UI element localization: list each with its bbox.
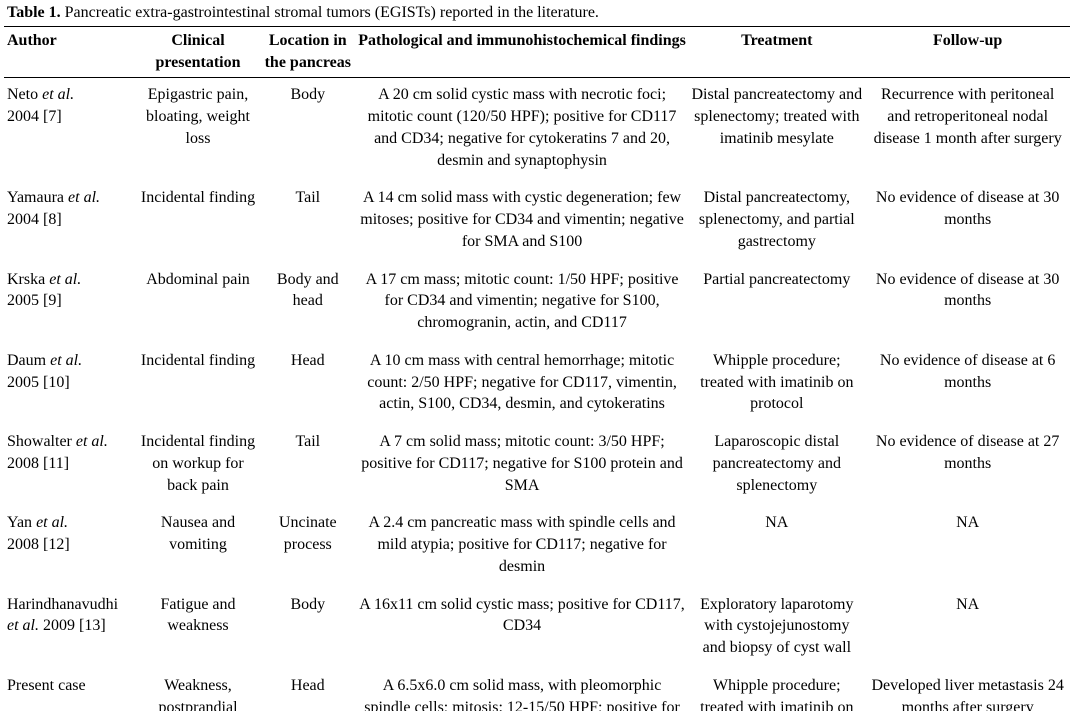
author-cell: Yan et al. 2008 [12] xyxy=(7,514,70,553)
location-cell: Body xyxy=(290,595,326,613)
treatment-cell: Partial pancreatectomy xyxy=(703,270,851,288)
table-title: Table 1. Pancreatic extra-gastrointestin… xyxy=(4,2,1070,27)
follow-up-cell: Developed liver metastasis 24 months aft… xyxy=(871,676,1064,711)
findings-cell: A 2.4 cm pancreatic mass with spindle ce… xyxy=(368,514,676,575)
column-header-follow-up: Follow-up xyxy=(865,26,1070,79)
findings-cell: A 10 cm mass with central hemorrhage; mi… xyxy=(367,351,677,413)
clinical-presentation-cell: Nausea and vomiting xyxy=(160,514,236,553)
follow-up-cell: No evidence of disease at 30 months xyxy=(875,189,1060,228)
table-row: Present case Weakness, postprandial full… xyxy=(4,669,1070,711)
egist-literature-table: Author Clinical presentation Location in… xyxy=(4,26,1070,711)
follow-up-cell: No evidence of disease at 30 months xyxy=(875,270,1060,310)
follow-up-cell: NA xyxy=(956,595,980,613)
table-header-row: Author Clinical presentation Location in… xyxy=(4,26,1070,79)
column-header-author: Author xyxy=(4,26,137,79)
location-cell: Head xyxy=(290,351,325,369)
table-header: Author Clinical presentation Location in… xyxy=(4,26,1070,79)
findings-cell: A 7 cm solid mass; mitotic count: 3/50 H… xyxy=(361,433,683,494)
location-cell: Tail xyxy=(295,433,321,450)
follow-up-cell: NA xyxy=(956,514,980,532)
table-row: Yamaura et al. 2004 [8] Incidental findi… xyxy=(4,181,1070,262)
table-body: Neto et al. 2004 [7] Epigastric pain, bl… xyxy=(4,78,1070,711)
clinical-presentation-cell: Epigastric pain, bloating, weight loss xyxy=(146,86,250,147)
author-cell: Harindhanavudhi et al. 2009 [13] xyxy=(7,595,119,635)
findings-cell: A 14 cm solid mass with cystic degenerat… xyxy=(360,189,684,250)
author-cell: Yamaura et al. 2004 [8] xyxy=(7,189,101,228)
column-header-clinical-presentation: Clinical presentation xyxy=(136,26,260,79)
treatment-cell: Exploratory laparotomy with cystojejunos… xyxy=(700,595,854,657)
follow-up-cell: Recurrence with peritoneal and retroperi… xyxy=(873,86,1062,147)
author-cell: Krska et al. 2005 [9] xyxy=(7,270,82,310)
author-cell: Showalter et al. 2008 [11] xyxy=(7,433,108,472)
table-row: Daum et al. 2005 [10] Incidental finding… xyxy=(4,344,1070,425)
table-row: Neto et al. 2004 [7] Epigastric pain, bl… xyxy=(4,78,1070,182)
treatment-cell: Whipple procedure; treated with imatinib… xyxy=(700,676,854,711)
treatment-cell: Laparoscopic distal pancreatectomy and s… xyxy=(712,433,841,494)
treatment-cell: Distal pancreatectomy and splenectomy; t… xyxy=(691,86,863,147)
findings-cell: A 16x11 cm solid cystic mass; positive f… xyxy=(359,595,685,635)
clinical-presentation-cell: Fatigue and weakness xyxy=(160,595,236,635)
location-cell: Tail xyxy=(295,189,321,207)
column-header-location: Location in the pancreas xyxy=(259,26,356,79)
location-cell: Head xyxy=(290,676,325,694)
findings-cell: A 17 cm mass; mitotic count: 1/50 HPF; p… xyxy=(365,270,679,332)
table-row: Showalter et al. 2008 [11] Incidental fi… xyxy=(4,425,1070,506)
table-row: Harindhanavudhi et al. 2009 [13] Fatigue… xyxy=(4,588,1070,669)
location-cell: Body xyxy=(290,86,326,104)
clinical-presentation-cell: Incidental finding on workup for back pa… xyxy=(140,433,256,494)
clinical-presentation-cell: Incidental finding xyxy=(140,189,256,207)
table-row: Krska et al. 2005 [9] Abdominal pain Bod… xyxy=(4,263,1070,344)
column-header-findings: Pathological and immunohistochemical fin… xyxy=(355,26,689,79)
follow-up-cell: No evidence of disease at 6 months xyxy=(879,351,1056,391)
location-cell: Body and head xyxy=(276,270,339,310)
author-cell: Daum et al. 2005 [10] xyxy=(7,351,83,391)
table-row: Yan et al. 2008 [12] Nausea and vomiting… xyxy=(4,506,1070,587)
table-caption: Pancreatic extra-gastrointestinal stroma… xyxy=(60,4,599,21)
follow-up-cell: No evidence of disease at 27 months xyxy=(875,433,1060,472)
table-number-label: Table 1. xyxy=(7,4,61,21)
treatment-cell: NA xyxy=(765,514,789,532)
author-cell: Present case xyxy=(7,676,86,694)
author-cell: Neto et al. 2004 [7] xyxy=(7,86,75,125)
treatment-cell: Distal pancreatectomy, splenectomy, and … xyxy=(698,189,855,250)
findings-cell: A 20 cm solid cystic mass with necrotic … xyxy=(367,86,677,169)
findings-cell: A 6.5x6.0 cm solid mass, with pleomorphi… xyxy=(364,676,680,711)
clinical-presentation-cell: Incidental finding xyxy=(140,351,256,369)
location-cell: Uncinate process xyxy=(278,514,337,553)
column-header-treatment: Treatment xyxy=(688,26,866,79)
clinical-presentation-cell: Weakness, postprandial fullness and pain xyxy=(158,676,238,711)
clinical-presentation-cell: Abdominal pain xyxy=(146,270,250,288)
treatment-cell: Whipple procedure; treated with imatinib… xyxy=(700,351,854,413)
